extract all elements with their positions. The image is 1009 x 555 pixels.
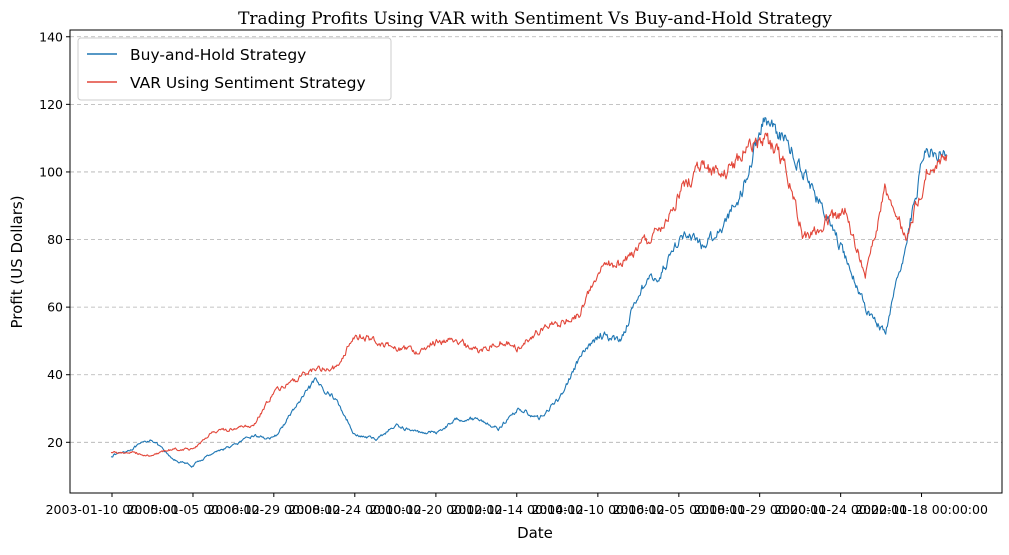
x-tick-label: 2006-12-29 00:00:00 <box>207 502 340 517</box>
y-axis: 20 40 60 80 100 120 140 <box>39 29 70 450</box>
y-tick-label: 140 <box>39 29 63 44</box>
y-tick-label: 40 <box>47 367 63 382</box>
grid-layer <box>70 36 1002 443</box>
legend-label-buy-and-hold: Buy-and-Hold Strategy <box>130 46 306 64</box>
x-axis-label: Date <box>517 524 553 542</box>
y-tick-label: 80 <box>47 232 63 247</box>
series-line-var-sentiment <box>110 132 948 457</box>
x-tick-label: 2022-11-18 00:00:00 <box>855 502 988 517</box>
plot-frame <box>69 29 1003 494</box>
legend-box <box>77 37 392 101</box>
x-tick-label: 2020-11-24 00:00:00 <box>774 502 907 517</box>
x-tick-label: 2003-01-10 00:00:00 <box>46 502 179 517</box>
x-tick-label: 2016-12-05 00:00:00 <box>612 502 745 517</box>
y-tick-label: 60 <box>47 300 63 315</box>
y-axis-label: Profit (US Dollars) <box>8 195 26 328</box>
series-layer <box>110 116 948 468</box>
x-tick-label: 2012-12-14 00:00:00 <box>450 502 583 517</box>
legend: Buy-and-Hold Strategy VAR Using Sentimen… <box>77 37 392 101</box>
x-tick-label: 2010-12-20 00:00:00 <box>370 502 503 517</box>
y-tick-label: 100 <box>39 164 63 179</box>
x-tick-label: 2008-12-24 00:00:00 <box>288 502 421 517</box>
legend-label-var-sentiment: VAR Using Sentiment Strategy <box>130 74 366 92</box>
x-tick-label: 2005-01-05 00:00:00 <box>127 502 260 517</box>
y-tick-label: 120 <box>39 97 63 112</box>
x-tick-label: 2014-12-10 00:00:00 <box>531 502 664 517</box>
y-tick-label: 20 <box>47 435 63 450</box>
chart-title: Trading Profits Using VAR with Sentiment… <box>238 9 832 29</box>
series-line-buy-and-hold <box>110 116 947 468</box>
x-tick-label: 2018-11-29 00:00:00 <box>693 502 826 517</box>
